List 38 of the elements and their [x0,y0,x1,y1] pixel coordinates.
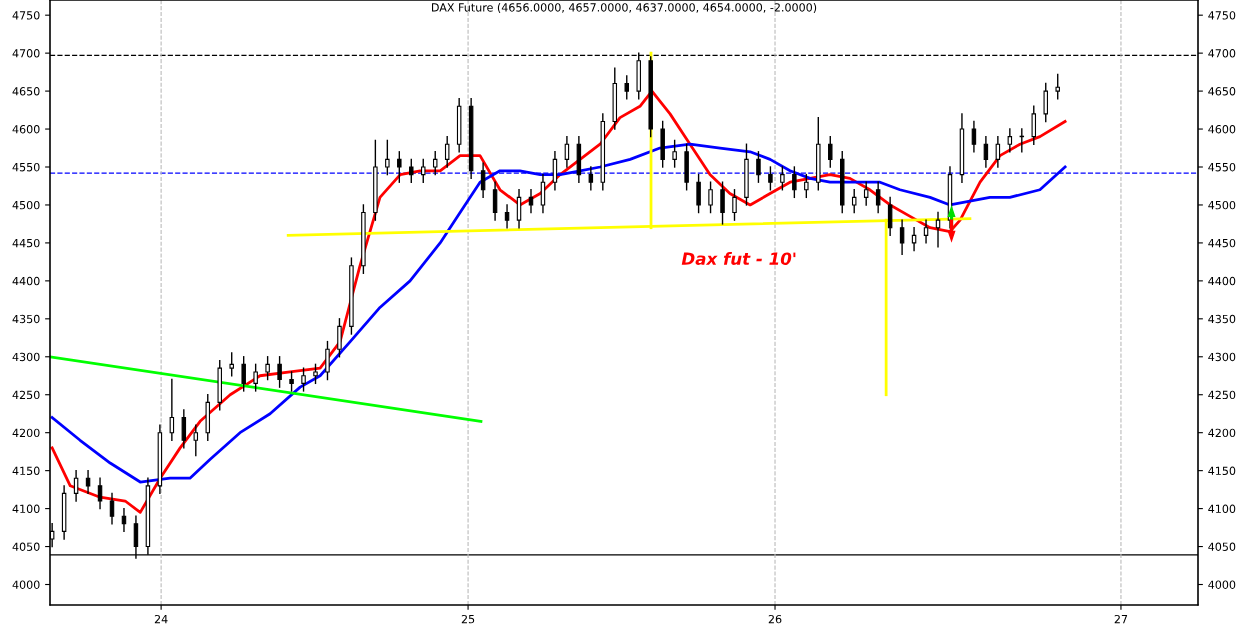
y2-tick-label: 4650 [1208,87,1236,96]
y-tick-label: 4150 [12,466,40,476]
y2-tick-label: 4250 [1208,390,1236,400]
x-tick-label: 24 [154,614,168,624]
y-tick-label: 4300 [12,352,40,362]
y2-tick-label: 4550 [1208,162,1236,172]
annotation: Dax fut - 10' [681,252,796,265]
y2-tick-label: 4200 [1208,428,1236,438]
y2-tick-label: 4300 [1208,352,1236,362]
y2-tick-label: 4700 [1208,49,1236,58]
y-tick-label: 4350 [12,314,40,324]
y2-tick-label: 4600 [1208,125,1236,134]
y2-tick-label: 4350 [1208,314,1236,324]
x-tick-label: 26 [768,614,782,624]
y2-tick-label: 4500 [1208,200,1236,210]
y2-tick-label: 4050 [1208,542,1236,551]
y-tick-label: 4250 [12,390,40,400]
chart-title: DAX Future (4656.0000, 4657.0000, 4637.0000, 4654.0000, -2.0000) [432,3,817,13]
y-tick-label: 4650 [12,87,40,96]
y-tick-label: 4550 [12,162,40,172]
x-tick-label: 25 [461,614,475,624]
y-tick-label: 4450 [12,238,40,248]
y-tick-label: 4200 [12,428,40,438]
x-tick-label: 27 [1114,614,1128,624]
y2-tick-label: 4150 [1208,466,1236,476]
y-tick-label: 4400 [12,276,40,286]
y2-tick-label: 4450 [1208,238,1236,248]
y2-tick-label: 4750 [1208,11,1236,20]
y2-tick-label: 4400 [1208,276,1236,286]
y-tick-label: 4050 [12,542,40,551]
y-tick-label: 4750 [12,11,40,20]
y-tick-label: 4100 [12,504,40,513]
y2-tick-label: 4100 [1208,504,1236,513]
y2-tick-label: 4000 [1208,580,1236,589]
y-tick-label: 4600 [12,125,40,134]
y-tick-label: 4500 [12,200,40,210]
y-tick-label: 4000 [12,580,40,589]
y-tick-label: 4700 [12,49,40,58]
